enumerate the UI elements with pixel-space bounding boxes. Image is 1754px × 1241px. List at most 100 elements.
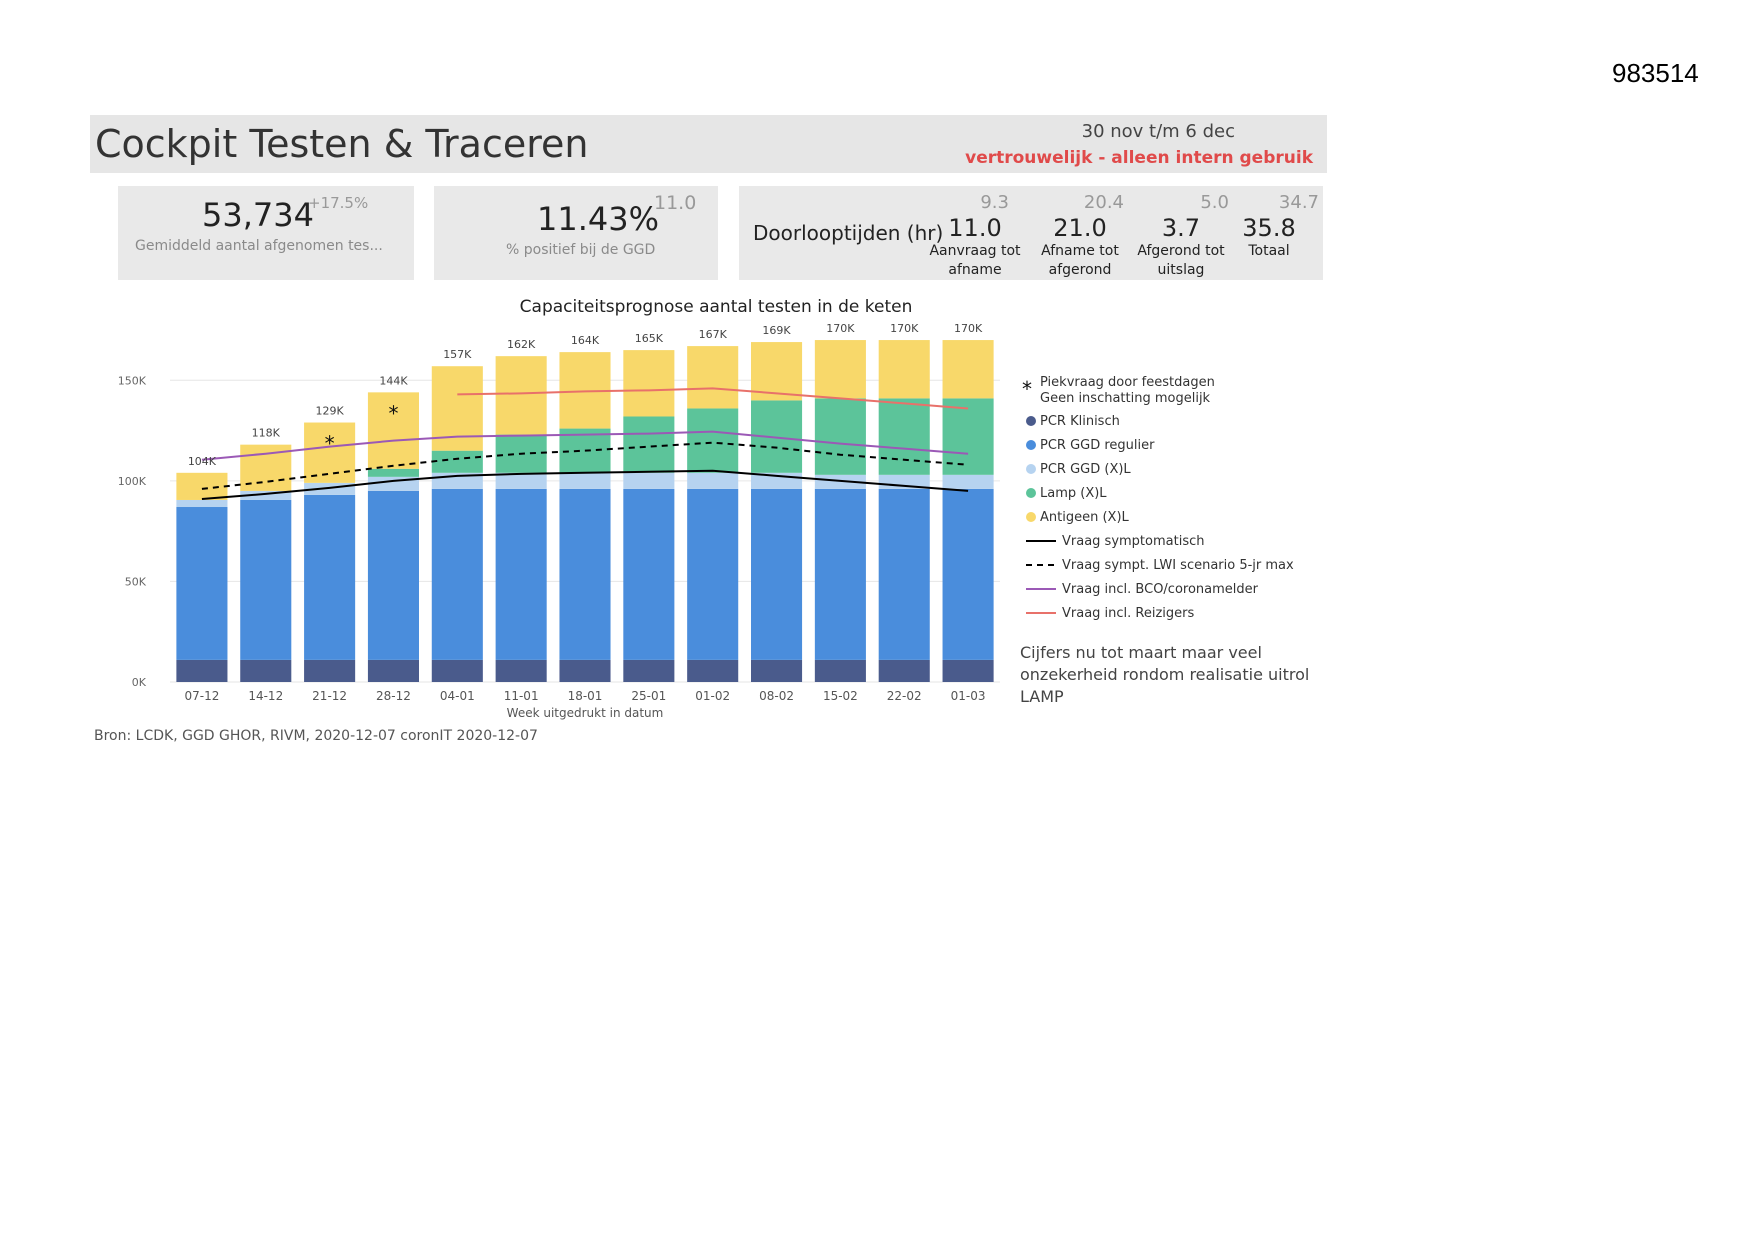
bar-segment [495,488,547,660]
x-tick-label: 11-01 [504,689,539,703]
kpi-card-tests: 53,734 +17.5% Gemiddeld aantal afgenomen… [118,186,414,280]
legend-label: Antigeen (X)L [1040,510,1130,525]
bar-segment [814,488,866,660]
bar-segment [367,468,419,477]
y-tick-label: 100K [118,475,147,488]
legend-note-line: Piekvraag door feestdagen [1040,375,1215,390]
bar-total-label: 162K [507,338,536,351]
kpi-tests-value: 53,734 [202,196,314,234]
bar-segment [623,472,675,489]
x-tick-label: 28-12 [376,689,411,703]
legend-label: Vraag symptomatisch [1062,534,1205,549]
dl-value: 35.8 [1242,214,1296,242]
source-note: Bron: LCDK, GGD GHOR, RIVM, 2020-12-07 c… [94,728,538,744]
bar-total-label: 157K [443,348,472,361]
kpi-card-positive: 11.43% 11.0 % positief bij de GGD [434,186,718,280]
bar-total-label: 164K [571,334,600,347]
x-tick-label: 01-03 [951,689,986,703]
bar-segment [431,488,483,660]
bar-segment [751,342,803,401]
kpi-tests-label: Gemiddeld aantal afgenomen tes... [135,238,383,254]
legend-swatch [1026,512,1036,522]
x-tick-label: 22-02 [887,689,922,703]
bar-total-label: 104K [188,455,217,468]
dl-target: 20.4 [1083,192,1124,213]
legend-swatch [1026,416,1036,426]
legend-star: * [1022,377,1032,401]
bar-segment [431,450,483,473]
bar-segment [176,659,228,682]
bar-segment [687,472,739,489]
bar-total-label: 118K [252,427,281,440]
bar-total-label: 170K [954,322,983,335]
document-id: 983514 [1612,58,1699,88]
peak-star-marker: * [388,401,398,425]
legend-label: PCR GGD regulier [1040,438,1155,453]
dl-target: 34.7 [1278,192,1319,213]
bar-segment [623,659,675,682]
bar-segment [559,659,611,682]
bar-total-label: 167K [699,328,728,341]
bar-segment [176,507,228,660]
doorlooptijden-card: Doorlooptijden (hr) 9.3 11.0 Aanvraag to… [739,186,1323,280]
demand-line [201,469,969,500]
legend-swatch [1026,464,1036,474]
y-tick-label: 150K [118,374,147,387]
chart-annotation: LAMP [1020,687,1064,706]
peak-star-marker: * [325,432,335,456]
bar-segment [687,659,739,682]
dl-target: 5.0 [1200,192,1229,213]
x-tick-label: 08-02 [759,689,794,703]
bar-segment [176,472,228,500]
bar-segment [495,356,547,435]
bar-segment [751,659,803,682]
dl-value: 11.0 [948,214,1002,242]
bar-segment [814,659,866,682]
dl-label: Afname tot afgerond [1041,243,1119,278]
x-tick-label: 21-12 [312,689,347,703]
dl-value: 3.7 [1161,214,1201,242]
bar-segment [367,490,419,660]
dl-target: 9.3 [980,192,1009,213]
legend-swatch [1026,440,1036,450]
bar-segment [878,488,930,660]
bar-segment [814,474,866,489]
bar-segment [304,422,356,483]
kpi-positive-label: % positief bij de GGD [506,242,656,258]
page-title: Cockpit Testen & Traceren [95,122,589,166]
bar-segment [942,488,994,660]
bar-segment [687,408,739,473]
demand-line [457,387,969,410]
bar-segment [559,488,611,660]
doorlooptijden-title: Doorlooptijden (hr) [753,221,944,245]
bar-segment [431,659,483,682]
chart-annotation: onzekerheid rondom realisatie uitrol [1020,665,1309,684]
bar-total-label: 170K [890,322,919,335]
legend-label: Vraag incl. BCO/coronamelder [1062,582,1259,597]
bar-segment [240,490,292,500]
bar-segment [495,659,547,682]
bar-segment [367,659,419,682]
bar-segment [878,659,930,682]
y-tick-label: 50K [125,575,147,588]
dl-value: 21.0 [1053,214,1107,242]
x-tick-label: 14-12 [248,689,283,703]
bar-total-label: 169K [762,324,791,337]
bar-segment [240,499,292,660]
legend-swatch [1026,488,1036,498]
bar-total-label: 144K [379,374,408,387]
bar-segment [942,659,994,682]
bar-segment [814,340,866,399]
dl-label: Aanvraag tot afname [929,243,1021,278]
dashboard-header: Cockpit Testen & Traceren 30 nov t/m 6 d… [90,115,1327,173]
bar-segment [751,488,803,660]
bar-segment [623,350,675,417]
y-tick-label: 0K [132,676,147,689]
x-tick-label: 07-12 [184,689,219,703]
chart-annotation: Cijfers nu tot maart maar veel [1020,643,1262,662]
kpi-tests-delta: +17.5% [308,194,369,212]
bar-segment [814,398,866,475]
bar-total-label: 170K [826,322,855,335]
bar-segment [559,472,611,489]
bar-segment [367,392,419,469]
